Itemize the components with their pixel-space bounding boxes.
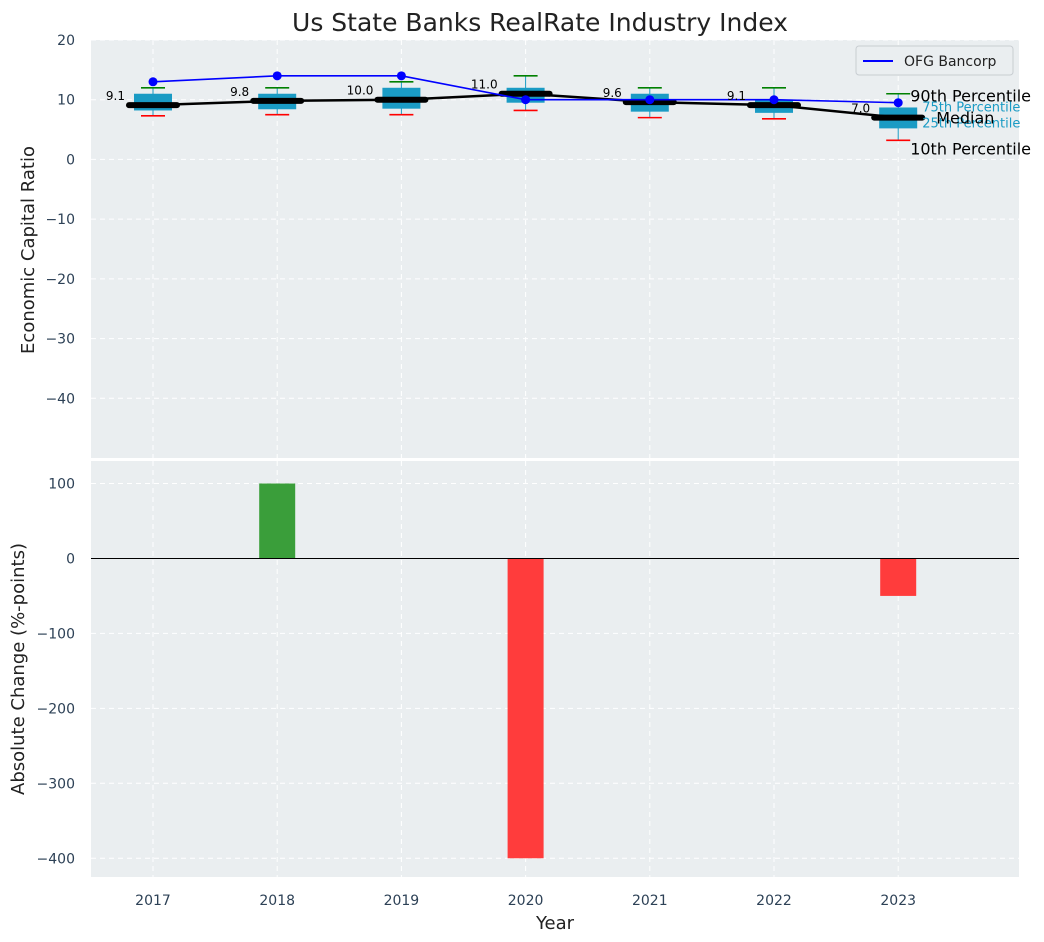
annotation-90th: 90th Percentile bbox=[910, 87, 1031, 106]
median-line bbox=[152, 92, 899, 119]
ofg-point bbox=[148, 77, 158, 87]
median-value-label: 10.0 bbox=[347, 84, 374, 98]
bottom-y-tick-label: 0 bbox=[66, 551, 75, 567]
change-bar bbox=[507, 558, 544, 859]
annotation-10th: 10th Percentile bbox=[910, 139, 1031, 158]
ofg-point bbox=[893, 98, 903, 108]
x-tick-label: 2020 bbox=[508, 893, 544, 909]
top-y-axis-label: Economic Capital Ratio bbox=[18, 146, 39, 354]
top-y-tick-label: −30 bbox=[45, 332, 75, 348]
median-value-label: 9.6 bbox=[603, 86, 622, 100]
change-bar bbox=[880, 558, 917, 596]
median-value-label: 9.1 bbox=[106, 89, 125, 103]
bottom-y-tick-label: −200 bbox=[37, 701, 75, 717]
median-value-label: 11.0 bbox=[471, 78, 498, 92]
ofg-point bbox=[645, 95, 655, 105]
x-tick-label: 2018 bbox=[259, 893, 295, 909]
top-plot-area bbox=[91, 40, 1019, 458]
x-tick-label: 2019 bbox=[384, 893, 420, 909]
top-y-tick-label: 0 bbox=[66, 152, 75, 168]
chart-title: Us State Banks RealRate Industry Index bbox=[292, 8, 788, 37]
top-y-tick-label: −40 bbox=[45, 391, 75, 407]
x-tick-label: 2023 bbox=[880, 893, 916, 909]
median-value-label: 9.1 bbox=[727, 89, 746, 103]
annotation-25th: 25th Percentile bbox=[922, 116, 1020, 131]
annotation-median: Median bbox=[936, 109, 994, 128]
top-y-tick-label: 10 bbox=[57, 93, 75, 109]
top-panel: −40 −30 −20 −10 0 10 20 9.1 9.8 10.0 11.0 9.6 9.1 7.… bbox=[18, 33, 1031, 458]
x-tick-label: 2021 bbox=[632, 893, 668, 909]
ofg-point bbox=[272, 71, 282, 81]
x-axis-label: Year bbox=[535, 913, 575, 934]
bottom-y-tick-label: −100 bbox=[37, 626, 75, 642]
change-bar bbox=[259, 483, 296, 559]
ofg-point bbox=[769, 95, 779, 105]
top-y-tick-label: 20 bbox=[57, 33, 75, 49]
legend: OFG Bancorp bbox=[855, 45, 1014, 76]
bottom-panel: −400 −300 −200 −100 0 100 2017 2018 2019 2020 202… bbox=[8, 461, 1019, 934]
x-tick-label: 2017 bbox=[135, 893, 171, 909]
ofg-point bbox=[396, 71, 406, 81]
ofg-point bbox=[521, 95, 531, 105]
bottom-y-tick-label: −300 bbox=[37, 776, 75, 792]
legend-box bbox=[855, 45, 1014, 76]
bottom-plot-area bbox=[91, 461, 1019, 877]
bottom-y-tick-label: 100 bbox=[48, 476, 75, 492]
median-value-label: 7.0 bbox=[851, 102, 870, 116]
top-y-tick-label: −20 bbox=[45, 272, 75, 288]
annotation-75th: 75th Percentile bbox=[922, 100, 1020, 115]
top-y-tick-label: −10 bbox=[45, 212, 75, 228]
x-tick-label: 2022 bbox=[756, 893, 792, 909]
legend-label-ofg: OFG Bancorp bbox=[904, 54, 996, 70]
percentile-annotations: 90th Percentile 75th Percentile 25th Per… bbox=[910, 87, 1031, 159]
bottom-y-tick-label: −400 bbox=[37, 851, 75, 867]
bottom-y-axis-label: Absolute Change (%-points) bbox=[8, 543, 29, 795]
median-value-label: 9.8 bbox=[230, 85, 249, 99]
